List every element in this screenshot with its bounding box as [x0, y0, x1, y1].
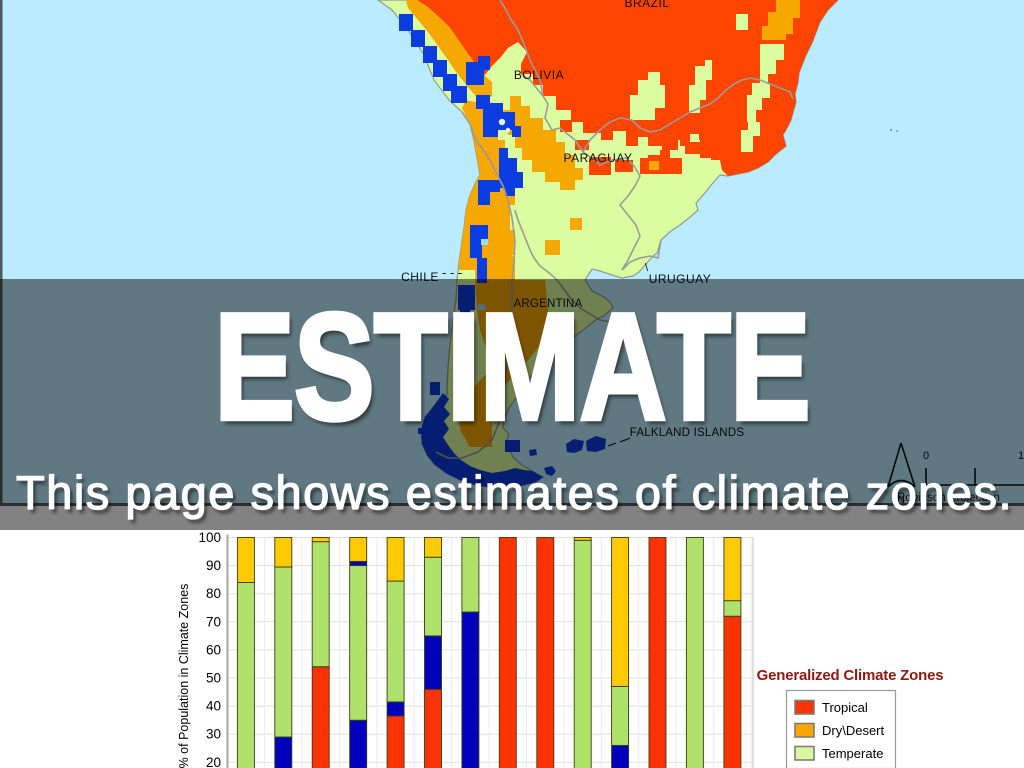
svg-text:Dry\Desert: Dry\Desert — [822, 723, 885, 738]
svg-text:ARGENTINA: ARGENTINA — [514, 298, 583, 310]
svg-text:% of Population in Climate Zon: % of Population in Climate Zones — [177, 584, 191, 768]
svg-text:Temperate: Temperate — [822, 746, 883, 761]
svg-text:50: 50 — [206, 671, 221, 686]
svg-text:80: 80 — [206, 586, 221, 601]
svg-text:30: 30 — [206, 727, 221, 742]
svg-text:PARAGUAY: PARAGUAY — [564, 151, 633, 165]
svg-text:60: 60 — [206, 642, 221, 657]
svg-text:0: 0 — [923, 450, 929, 462]
svg-text:20: 20 — [206, 755, 221, 768]
svg-text:BRAZIL: BRAZIL — [624, 0, 669, 10]
svg-text:URUGUAY: URUGUAY — [649, 272, 712, 286]
svg-text:BOLIVIA: BOLIVIA — [514, 68, 564, 82]
svg-text:1,0: 1,0 — [1018, 450, 1024, 462]
svg-text:- - -: - - - — [442, 265, 462, 280]
svg-text:90: 90 — [206, 558, 221, 573]
svg-text:40: 40 — [206, 699, 221, 714]
svg-text:\: \ — [645, 262, 649, 274]
svg-text:100: 100 — [198, 530, 221, 545]
svg-text:70: 70 — [206, 614, 221, 629]
svg-text:Tropical: Tropical — [822, 700, 868, 715]
svg-text:CHILE: CHILE — [401, 270, 439, 284]
svg-text:Generalized Climate Zones: Generalized Climate Zones — [757, 667, 944, 684]
svg-text:Robinson Projection: Robinson Projection — [897, 492, 1000, 504]
svg-text:FALKLAND ISLANDS: FALKLAND ISLANDS — [630, 427, 745, 439]
svg-text:N: N — [897, 494, 905, 506]
